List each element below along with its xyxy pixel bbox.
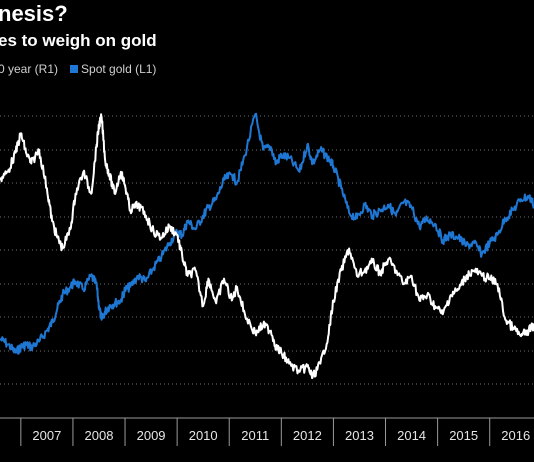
legend-label-spot-gold: Spot gold (L1) xyxy=(81,62,157,76)
legend-swatch-spot-gold xyxy=(70,65,79,73)
x-tick-label-2011: 2011 xyxy=(241,428,269,443)
x-tick-label-2007: 2007 xyxy=(32,428,61,443)
series-line-spot-gold xyxy=(0,112,534,355)
x-tick-label-2013: 2013 xyxy=(345,428,374,443)
series-lines xyxy=(0,112,534,380)
chart-legend: 0 year (R1) Spot gold (L1) xyxy=(0,62,156,76)
chart-subtitle: es to weigh on gold xyxy=(0,31,157,50)
x-axis: 2007 2008 2009 2010 2011 2012 2013 2014 2015 2016 xyxy=(0,417,534,446)
series-line-bond-yield xyxy=(0,113,534,380)
x-tick-label-2008: 2008 xyxy=(85,428,114,443)
x-tick-label-2014: 2014 xyxy=(397,428,426,443)
legend-label-bond-yield: 0 year (R1) xyxy=(0,62,59,76)
gridlines xyxy=(0,115,534,385)
x-tick-label-2016: 2016 xyxy=(501,428,530,443)
x-tick-label-2012: 2012 xyxy=(293,428,322,443)
x-tick-label-2015: 2015 xyxy=(449,428,478,443)
x-tick-label-2010: 2010 xyxy=(189,428,218,443)
chart-title: nesis? xyxy=(0,1,68,26)
x-tick-label-2009: 2009 xyxy=(137,428,166,443)
